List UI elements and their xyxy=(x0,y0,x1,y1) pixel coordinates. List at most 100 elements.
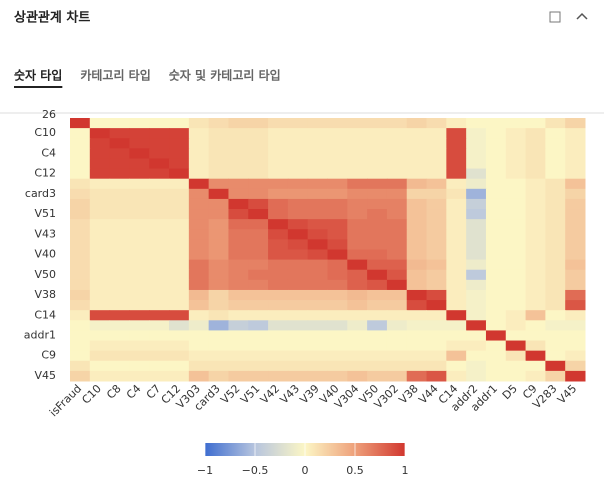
heatmap-cell xyxy=(545,209,566,220)
heatmap-cell xyxy=(109,259,130,271)
heatmap-cell xyxy=(485,188,507,200)
heatmap-cell xyxy=(70,158,91,170)
heatmap-cell xyxy=(149,360,170,372)
y-tick-label: C14 xyxy=(34,308,56,321)
heatmap-cell xyxy=(347,360,368,372)
heatmap-cell xyxy=(505,350,527,362)
heatmap-cell xyxy=(525,188,546,200)
heatmap-cell xyxy=(248,340,269,352)
heatmap-cell xyxy=(565,289,586,301)
heatmap-cell xyxy=(505,340,527,352)
heatmap-cell xyxy=(446,340,467,352)
heatmap-cell xyxy=(268,168,289,180)
heatmap-cell xyxy=(386,168,408,180)
heatmap-cell xyxy=(248,138,269,149)
heatmap-cell xyxy=(70,370,91,382)
x-tick-label: V42 xyxy=(258,382,282,406)
heatmap-cell xyxy=(386,279,408,291)
heatmap-cell xyxy=(188,148,210,159)
heatmap-cell xyxy=(386,148,408,159)
heatmap-cell xyxy=(287,188,309,200)
heatmap-cell xyxy=(228,370,249,382)
heatmap-cell xyxy=(89,310,111,321)
tab[interactable]: 숫자 타입 xyxy=(14,68,62,83)
heatmap-cell xyxy=(89,138,111,149)
heatmap-cell xyxy=(386,128,408,139)
heatmap-cell xyxy=(367,219,388,230)
heatmap-cell xyxy=(406,340,428,352)
heatmap-cell xyxy=(446,239,467,250)
heatmap-cell xyxy=(466,330,487,342)
heatmap-cell xyxy=(466,219,487,230)
heatmap-cell xyxy=(386,178,408,190)
heatmap-cell xyxy=(505,188,527,200)
heatmap-cell xyxy=(446,269,467,281)
heatmap-cell xyxy=(406,198,428,210)
heatmap-cell xyxy=(505,279,527,291)
heatmap-cell xyxy=(248,239,269,250)
heatmap-cell xyxy=(565,198,586,210)
heatmap-cell xyxy=(505,158,527,170)
heatmap-cell xyxy=(327,239,348,250)
heatmap-cell xyxy=(505,118,527,129)
heatmap-cell xyxy=(129,259,150,271)
heatmap-cell xyxy=(228,289,249,301)
heatmap-cell xyxy=(70,360,91,372)
heatmap-cell xyxy=(347,128,368,139)
heatmap-cell xyxy=(228,188,249,200)
colorbar-tick-label: −1 xyxy=(197,464,213,477)
y-tick-label: C4 xyxy=(41,146,56,159)
heatmap-cell xyxy=(485,320,507,331)
heatmap-cell xyxy=(485,249,507,261)
heatmap-cell xyxy=(89,128,111,139)
heatmap-cell xyxy=(466,269,487,281)
heatmap-cell xyxy=(70,148,91,159)
heatmap-cell xyxy=(406,320,428,331)
heatmap-cell xyxy=(386,320,408,331)
heatmap-cell xyxy=(109,229,130,240)
heatmap-cell xyxy=(347,350,368,362)
heatmap-cell xyxy=(485,350,507,362)
collapse-icon[interactable] xyxy=(576,12,588,20)
heatmap-cell xyxy=(129,158,150,170)
heatmap-cell xyxy=(466,168,487,180)
heatmap-cell xyxy=(367,279,388,291)
heatmap-cell xyxy=(149,128,170,139)
heatmap-cell xyxy=(208,219,229,230)
heatmap-cell xyxy=(327,198,348,210)
heatmap-cell xyxy=(287,289,309,301)
heatmap-cell xyxy=(545,158,566,170)
heatmap-cell xyxy=(327,138,348,149)
heatmap-cell xyxy=(426,320,447,331)
heatmap-cell xyxy=(169,249,190,261)
heatmap-cell xyxy=(208,330,229,342)
heatmap-cell xyxy=(426,138,447,149)
heatmap-cell xyxy=(268,360,289,372)
heatmap-cell xyxy=(188,178,210,190)
heatmap-cell xyxy=(70,188,91,200)
tab[interactable]: 숫자 및 카테고리 타입 xyxy=(169,68,281,83)
heatmap-cell xyxy=(109,370,130,382)
heatmap-cell xyxy=(169,259,190,271)
expand-icon[interactable] xyxy=(549,11,561,23)
heatmap-cell xyxy=(426,370,447,382)
tab[interactable]: 카테고리 타입 xyxy=(80,68,150,83)
heatmap-cell xyxy=(129,209,150,220)
heatmap-cell xyxy=(228,330,249,342)
heatmap-cell xyxy=(505,209,527,220)
heatmap-cell xyxy=(367,370,388,382)
heatmap-cell xyxy=(485,300,507,311)
y-tick-label: addr1 xyxy=(24,328,56,341)
heatmap-cell xyxy=(169,360,190,372)
heatmap-cell xyxy=(208,350,229,362)
heatmap-cell xyxy=(248,269,269,281)
heatmap-cell xyxy=(149,239,170,250)
heatmap-cell xyxy=(70,239,91,250)
heatmap-cell xyxy=(347,310,368,321)
heatmap-cell xyxy=(287,350,309,362)
heatmap-cell xyxy=(406,158,428,170)
heatmap-cell xyxy=(149,138,170,149)
heatmap-cell xyxy=(268,158,289,170)
heatmap-cell xyxy=(446,229,467,240)
heatmap-cell xyxy=(169,168,190,180)
